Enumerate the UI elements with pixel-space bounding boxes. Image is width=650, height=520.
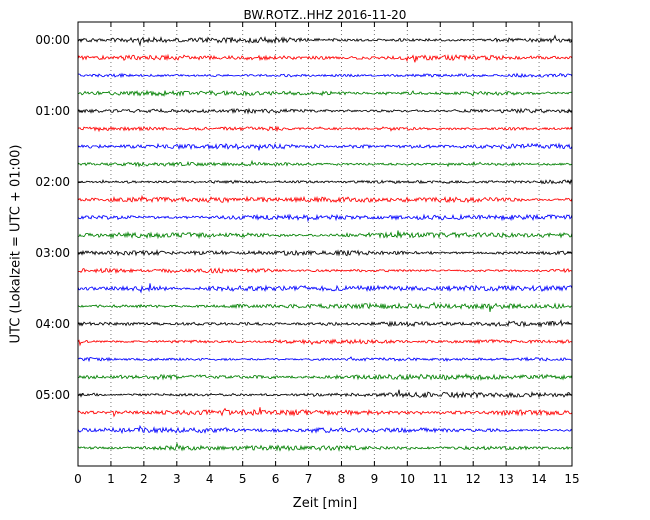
x-tick-label: 0 [74, 472, 82, 486]
seismogram-trace [77, 424, 573, 435]
plot-border [77, 21, 573, 467]
seismogram-trace [77, 230, 573, 240]
y-tick-label: 00:00 [35, 33, 70, 47]
seismogram-trace [77, 89, 573, 97]
y-tick-label: 01:00 [35, 103, 70, 118]
seismogram-trace [77, 301, 573, 312]
seismogram-trace [77, 179, 573, 185]
x-tick-label: 15 [564, 472, 580, 486]
y-tick-label: 02:00 [35, 174, 70, 189]
chart-title: BW.ROTZ..HHZ 2016-11-20 [243, 8, 407, 22]
seismogram-trace [77, 356, 573, 363]
seismogram-trace [77, 213, 573, 223]
seismogram-trace [77, 267, 573, 274]
seismogram-trace [77, 142, 573, 151]
seismogram-trace [77, 249, 573, 257]
x-tick-label: 6 [271, 472, 280, 486]
seismogram-trace [77, 407, 573, 418]
x-tick-label: 7 [304, 472, 313, 486]
x-tick-label: 4 [205, 472, 214, 486]
y-tick-label: 03:00 [35, 245, 70, 260]
x-axis-label: Zeit [min] [292, 496, 358, 511]
x-tick-label: 8 [337, 472, 346, 486]
seismogram-trace [77, 107, 573, 115]
y-tick-label: 04:00 [35, 316, 70, 331]
x-tick-label: 2 [140, 472, 148, 486]
y-tick-label: 05:00 [35, 387, 70, 402]
x-tick-label: 12 [465, 472, 481, 486]
x-tick-label: 1 [107, 472, 115, 486]
seismogram-trace [77, 159, 573, 168]
seismogram-trace [77, 194, 573, 204]
seismogram-trace [77, 125, 573, 133]
seismogram-trace [78, 72, 573, 79]
seismogram-trace [77, 373, 573, 382]
x-tick-label: 10 [399, 472, 415, 486]
seismogram-trace [77, 34, 573, 47]
seismogram-trace [78, 389, 573, 399]
seismogram-trace [77, 283, 573, 294]
x-tick-label: 14 [531, 472, 547, 486]
x-tick-label: 3 [172, 472, 181, 486]
x-tick-label: 5 [238, 472, 247, 486]
seismogram-trace [77, 338, 573, 347]
x-tick-label: 11 [432, 472, 448, 486]
seismogram-trace [77, 319, 573, 328]
seismogram-trace [77, 442, 573, 452]
x-tick-label: 9 [370, 472, 379, 486]
seismogram-trace [77, 53, 573, 63]
x-tick-label: 13 [498, 472, 514, 486]
